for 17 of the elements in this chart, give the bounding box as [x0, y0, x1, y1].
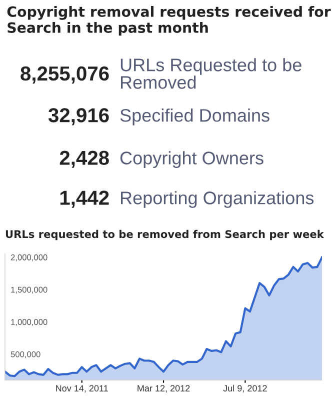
x-tick-label: Jul 9, 2012 [223, 384, 267, 393]
text: 1,442 [60, 190, 109, 208]
y-tick-label: 1,000,000 [11, 319, 48, 326]
y-tick-label: 500,000 [10, 351, 40, 358]
text: Reporting Organizations [121, 191, 314, 208]
text: 8,255,076 [20, 66, 109, 84]
y-tick-label: 1,500,000 [11, 286, 48, 294]
text: 2,428 [60, 150, 109, 168]
chart-title: URLs requested to be removed from Search per week [6, 230, 324, 240]
text: Specified Domains [120, 108, 270, 126]
text: URLs Requested to be Removed [120, 58, 302, 89]
text: 32,916 [48, 108, 109, 126]
text: Copyright Owners [120, 151, 264, 168]
y-tick-label: 2,000,000 [10, 254, 48, 262]
x-tick-label: Nov 14, 2011 [56, 385, 108, 393]
x-tick-label: Mar 12, 2012 [138, 385, 190, 393]
text: Copyright removal requests received for Search in the past month [7, 6, 331, 36]
